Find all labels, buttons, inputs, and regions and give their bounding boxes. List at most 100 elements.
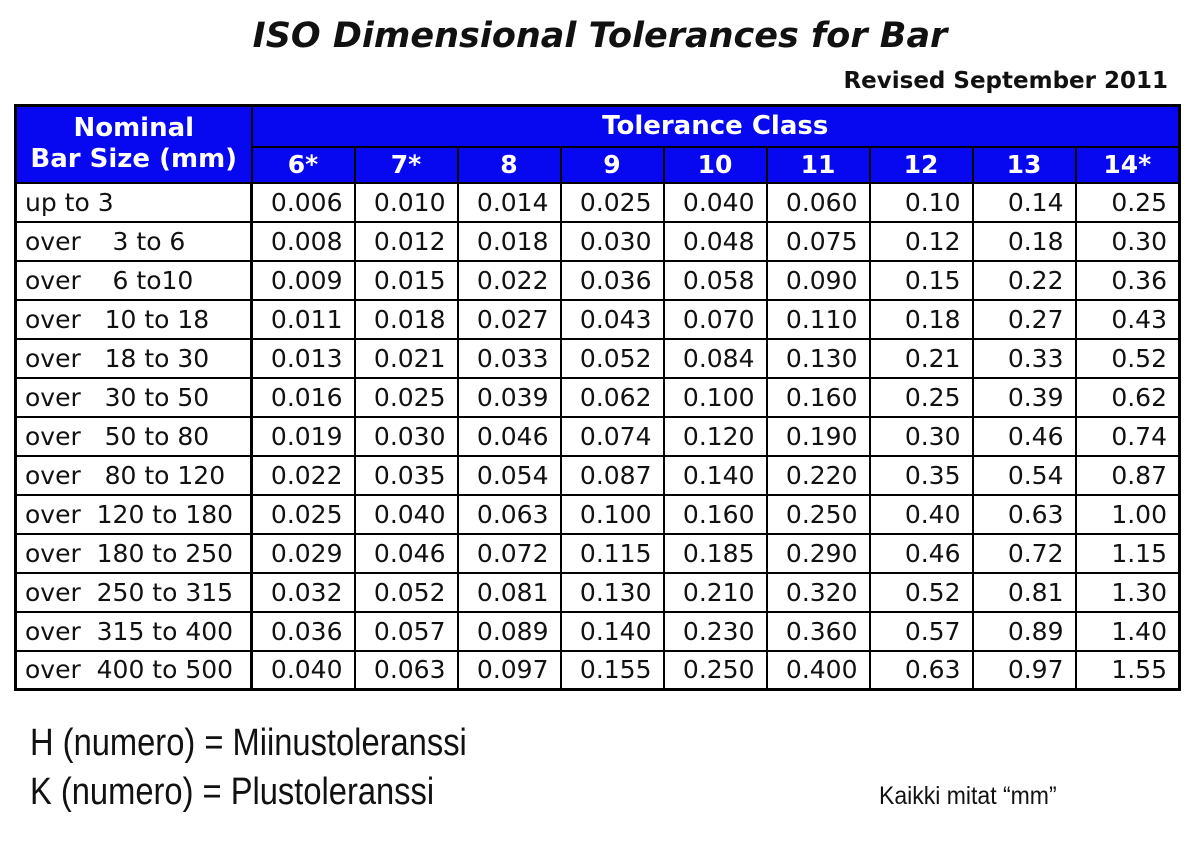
table-row: over 180 to 250 0.029 0.046 0.072 0.115 0.185… [14,532,1181,574]
tolerance-value: 0.27 [971,298,1077,340]
tolerance-value: 0.033 [456,337,562,379]
tolerance-value: 0.025 [559,181,665,223]
tolerance-value: 0.250 [662,649,768,691]
tolerance-value: 0.052 [559,337,665,379]
table-row: over 80 to 120 0.022 0.035 0.054 0.087 0.140 0… [14,454,1181,496]
row-label: over 315 to 400 [14,610,253,652]
tolerance-value: 0.81 [971,571,1077,613]
row-label: up to 3 [14,181,253,223]
tolerance-value: 1.30 [1074,571,1181,613]
tolerance-value: 0.15 [868,259,974,301]
tolerance-value: 0.013 [250,337,356,379]
table-row: over 30 to 50 0.016 0.025 0.039 0.062 0.100 0.… [14,376,1181,418]
tolerance-value: 0.039 [456,376,562,418]
row-label: over 3 to 6 [14,220,253,262]
tolerance-value: 0.089 [456,610,562,652]
table-row: over 50 to 80 0.019 0.030 0.046 0.074 0.120 0.… [14,415,1181,457]
tolerance-value: 0.027 [456,298,562,340]
tolerance-value: 0.25 [868,376,974,418]
row-label: over 120 to 180 [14,493,253,535]
tolerance-value: 0.40 [868,493,974,535]
tolerance-value: 0.010 [353,181,459,223]
tolerance-value: 0.030 [353,415,459,457]
tolerance-value: 0.036 [559,259,665,301]
tolerance-value: 0.022 [456,259,562,301]
tolerance-value: 0.084 [662,337,768,379]
row-label: over 6 to10 [14,259,253,301]
tolerance-value: 0.39 [971,376,1077,418]
tolerance-value: 0.035 [353,454,459,496]
tolerance-value: 0.360 [765,610,871,652]
tolerance-value: 0.097 [456,649,562,691]
tolerance-value: 0.100 [662,376,768,418]
tolerance-value: 0.210 [662,571,768,613]
tolerance-value: 0.160 [765,376,871,418]
tolerance-value: 0.058 [662,259,768,301]
tolerance-value: 0.062 [559,376,665,418]
units-note: Kaikki mitat “mm” [878,781,1057,810]
table-row: over 315 to 400 0.036 0.057 0.089 0.140 0.230… [14,610,1181,652]
tolerance-value: 0.054 [456,454,562,496]
tolerance-value: 0.022 [250,454,356,496]
tolerance-value: 0.040 [250,649,356,691]
tolerance-value: 0.140 [662,454,768,496]
tolerance-value: 0.220 [765,454,871,496]
tolerance-value: 0.46 [971,415,1077,457]
group-header: Tolerance Class [250,104,1181,148]
tolerance-value: 0.110 [765,298,871,340]
tolerance-value: 0.18 [868,298,974,340]
tolerance-value: 0.019 [250,415,356,457]
table-row: over 6 to10 0.009 0.015 0.022 0.036 0.058 0.09… [14,259,1181,301]
tolerance-value: 0.12 [868,220,974,262]
tolerance-value: 0.021 [353,337,459,379]
table-row: over 250 to 315 0.032 0.052 0.081 0.130 0.210… [14,571,1181,613]
tolerance-value: 0.89 [971,610,1077,652]
tolerance-value: 0.140 [559,610,665,652]
tolerance-value: 0.025 [250,493,356,535]
column-header-14: 14* [1074,145,1181,184]
column-header-8: 8 [456,145,562,184]
tolerance-value: 0.030 [559,220,665,262]
tolerance-value: 0.46 [868,532,974,574]
column-header-6: 6* [250,145,356,184]
corner-header-line2: Bar Size (mm) [30,144,238,175]
tolerance-value: 0.190 [765,415,871,457]
tolerance-value: 0.048 [662,220,768,262]
legend-plus-tolerance: K (numero) = Plustoleranssi [30,770,435,813]
corner-header-line1: Nominal [73,113,195,144]
tolerance-value: 0.014 [456,181,562,223]
column-header-12: 12 [868,145,974,184]
tolerance-value: 0.21 [868,337,974,379]
tolerance-value: 0.18 [971,220,1077,262]
tolerance-value: 0.015 [353,259,459,301]
tolerance-value: 0.052 [353,571,459,613]
row-label: over 10 to 18 [14,298,253,340]
tolerance-value: 1.00 [1074,493,1181,535]
row-label: over 400 to 500 [14,649,253,691]
table-row: over 10 to 18 0.011 0.018 0.027 0.043 0.070 0.… [14,298,1181,340]
tolerance-value: 0.040 [662,181,768,223]
tolerance-value: 0.115 [559,532,665,574]
tolerance-value: 0.130 [559,571,665,613]
tolerance-value: 0.130 [765,337,871,379]
row-label: over 250 to 315 [14,571,253,613]
column-header-9: 9 [559,145,665,184]
tolerance-value: 0.36 [1074,259,1181,301]
tolerance-value: 0.30 [1074,220,1181,262]
tolerance-value: 0.72 [971,532,1077,574]
tolerance-value: 0.52 [1074,337,1181,379]
table-row: over 120 to 180 0.025 0.040 0.063 0.100 0.160… [14,493,1181,535]
tolerance-value: 0.35 [868,454,974,496]
tolerance-value: 0.43 [1074,298,1181,340]
tolerance-value: 0.074 [559,415,665,457]
tolerance-value: 0.97 [971,649,1077,691]
row-label: over 18 to 30 [14,337,253,379]
revision-note: Revised September 2011 [843,68,1168,94]
tolerance-value: 0.14 [971,181,1077,223]
tolerance-value: 0.090 [765,259,871,301]
tolerance-value: 0.018 [353,298,459,340]
tolerance-value: 0.029 [250,532,356,574]
row-label: over 30 to 50 [14,376,253,418]
row-label: over 180 to 250 [14,532,253,574]
tolerance-value: 1.40 [1074,610,1181,652]
